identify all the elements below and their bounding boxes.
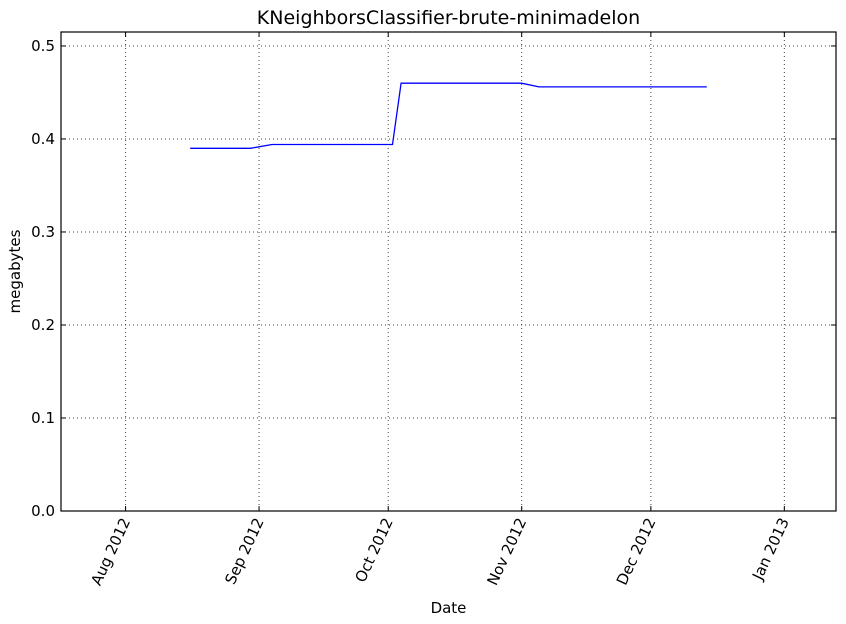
x-tick-label: Oct 2012: [351, 515, 396, 585]
grid: [61, 32, 836, 512]
series-layer: [190, 82, 707, 149]
ticks: 0.0 0.1 0.2 0.3 0.4 0.5 Aug 2012 Sep 2012 Oct 20…: [31, 32, 836, 588]
y-tick-label: 0.2: [31, 316, 55, 334]
y-tick-label: 0.5: [31, 37, 55, 55]
x-tick-label: Sep 2012: [221, 515, 267, 587]
x-tick-label: Dec 2012: [613, 515, 660, 588]
x-tick-label: Nov 2012: [483, 515, 530, 588]
chart-title: KNeighborsClassifier-brute-minimadelon: [257, 7, 640, 29]
y-tick-label: 0.3: [31, 223, 55, 241]
y-tick-label: 0.4: [31, 130, 55, 148]
y-tick-label: 0.0: [31, 502, 55, 520]
x-tick-label: Jan 2013: [748, 515, 793, 583]
y-axis-label: megabytes: [6, 229, 24, 313]
series-line: [190, 82, 707, 149]
plot-frame: [60, 31, 837, 512]
y-tick-label: 0.1: [31, 409, 55, 427]
x-tick-label: Aug 2012: [87, 515, 134, 588]
x-axis-label: Date: [431, 599, 467, 617]
